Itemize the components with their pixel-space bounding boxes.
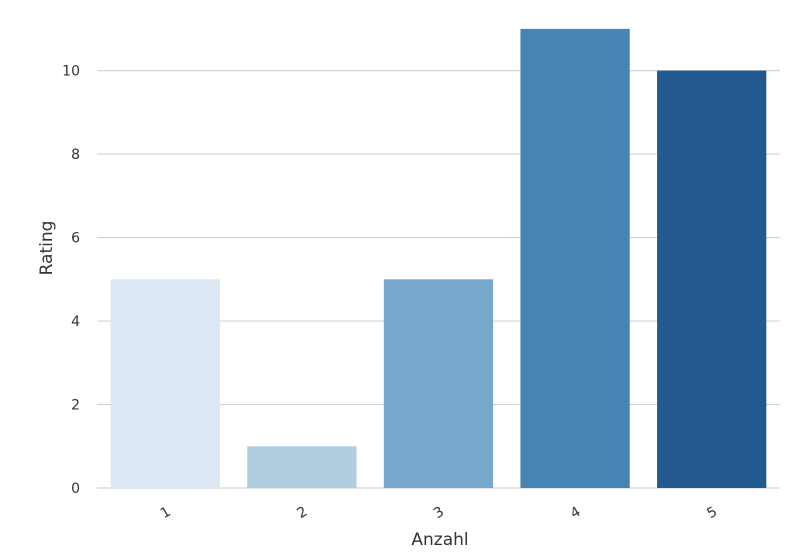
x-tick-label: 2 [295, 504, 311, 522]
bar-3 [383, 279, 494, 488]
y-tick-label: 10 [62, 64, 80, 80]
y-tick-label: 2 [71, 398, 80, 414]
y-tick-label: 4 [71, 314, 80, 330]
x-tick-label: 5 [704, 504, 720, 522]
x-tick-label: 4 [568, 504, 584, 522]
x-axis-label: Anzahl [411, 530, 468, 550]
y-tick-label: 8 [71, 147, 80, 163]
bar-5 [657, 70, 767, 488]
y-tick-labels: 0 2 4 6 8 10 [62, 64, 80, 497]
y-tick-label: 6 [71, 231, 80, 247]
x-tick-labels: 1 2 3 4 5 [158, 504, 720, 522]
bars [110, 28, 767, 488]
bar-1 [110, 279, 220, 488]
bar-4 [520, 28, 630, 488]
bar-2 [247, 446, 357, 488]
x-tick-label: 3 [431, 504, 447, 522]
y-tick-label: 0 [71, 481, 80, 497]
y-axis-label: Rating [37, 221, 57, 276]
x-tick-label: 1 [158, 504, 174, 522]
